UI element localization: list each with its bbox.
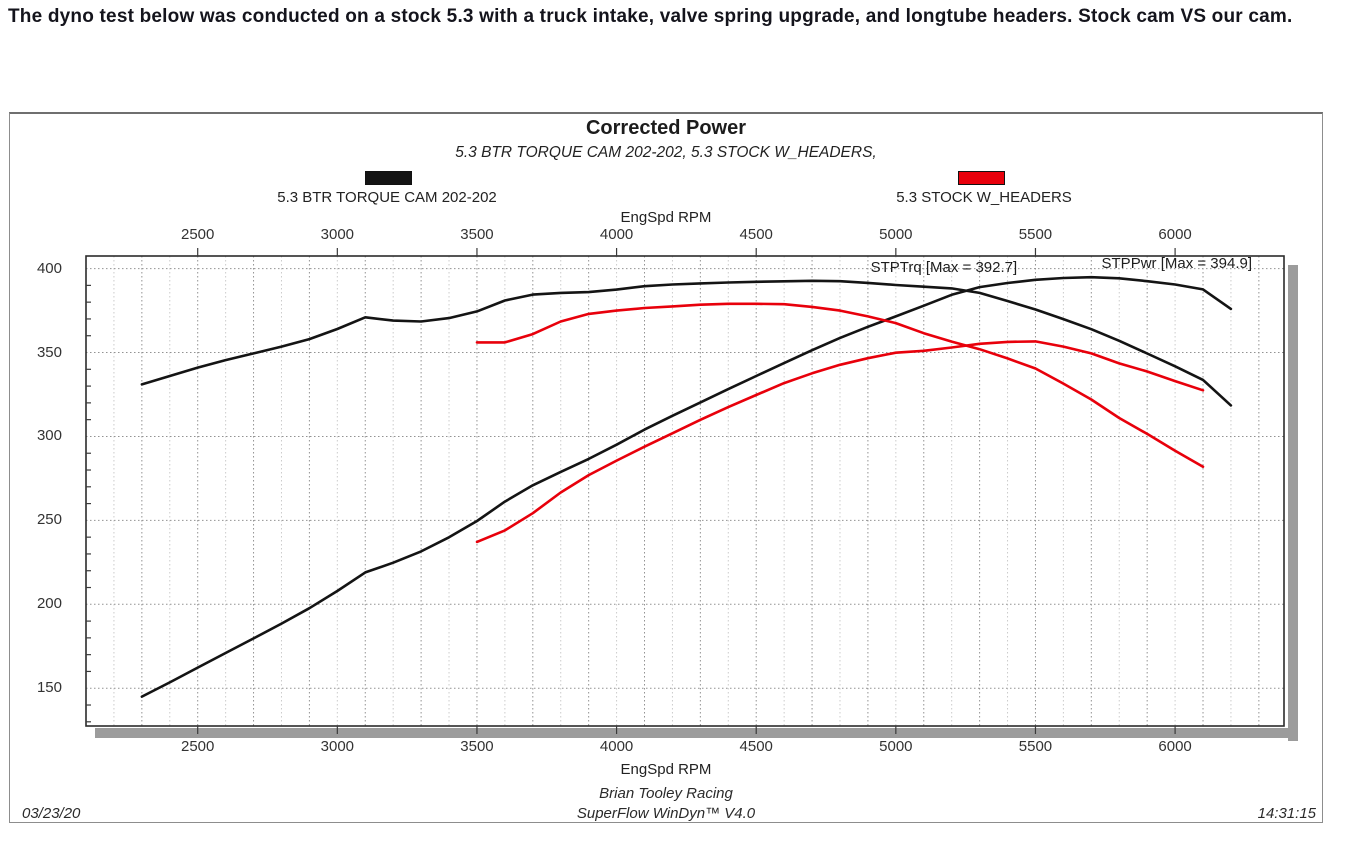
plot-border: [85, 255, 1285, 727]
series-line-3: [475, 340, 1205, 544]
x-tick-label: 5500: [1018, 738, 1053, 755]
x-tick-label: 5000: [879, 738, 913, 755]
chart-title: Corrected Power: [585, 117, 747, 139]
x-tick-label: 2500: [181, 226, 215, 243]
x-tick-label: 3000: [320, 226, 355, 243]
legend-label-stock: 5.3 STOCK W_HEADERS: [896, 189, 1072, 206]
x-axis-title-top: EngSpd RPM: [620, 209, 712, 226]
x-tick-label: 4500: [739, 226, 773, 243]
legend-swatch-btr-cam: [365, 171, 412, 185]
plot-background: [86, 256, 1284, 726]
plot-shadow-bottom: [95, 728, 1298, 738]
footer-brand: Brian Tooley Racing: [599, 785, 733, 802]
x-tick-label: 5500: [1018, 226, 1053, 243]
x-axis-title-bottom: EngSpd RPM: [620, 761, 712, 778]
legend-swatch-stock: [958, 171, 1005, 185]
plot-svg: STPTrq [Max = 392.7] STPPwr [Max = 394.9]: [85, 248, 1298, 741]
page-headline: The dyno test below was conducted on a s…: [8, 6, 1293, 27]
series-line-0: [140, 279, 1233, 407]
x-tick-label: 2500: [181, 738, 215, 755]
x-tick-label: 4000: [599, 738, 634, 755]
y-tick-label: 250: [36, 511, 62, 529]
x-tick-label: 4000: [599, 226, 634, 243]
legend-label-btr-cam: 5.3 BTR TORQUE CAM 202-202: [277, 189, 497, 206]
annotation-max-label-0: STPTrq [Max = 392.7]: [871, 259, 1018, 276]
y-tick-label: 300: [36, 427, 62, 445]
y-tick-label: 150: [36, 679, 62, 697]
x-tick-label: 3500: [460, 226, 494, 243]
y-tick-label: 400: [36, 259, 62, 277]
plot-shadow-right: [1288, 265, 1298, 741]
y-tick-label: 350: [36, 343, 62, 361]
chart-subtitle: 5.3 BTR TORQUE CAM 202-202, 5.3 STOCK W_…: [455, 144, 877, 161]
x-tick-label: 6000: [1158, 738, 1192, 755]
x-tick-label: 4500: [739, 738, 773, 755]
x-tick-label: 3500: [460, 738, 494, 755]
x-tick-label: 6000: [1158, 226, 1192, 243]
y-tick-label: 200: [36, 595, 62, 613]
footer-time: 14:31:15: [1257, 805, 1316, 822]
annotation-max-label-1: STPPwr [Max = 394.9]: [1102, 255, 1252, 272]
x-tick-label: 5000: [879, 226, 913, 243]
chart-frame: Corrected Power 5.3 BTR TORQUE CAM 202-2…: [9, 112, 1323, 823]
axis-ticks: [86, 248, 1176, 734]
series-line-1: [140, 275, 1233, 698]
series-line-2: [475, 302, 1205, 468]
footer-date: 03/23/20: [22, 805, 81, 822]
x-tick-label: 3000: [320, 738, 355, 755]
footer-software: SuperFlow WinDyn™ V4.0: [576, 805, 756, 822]
